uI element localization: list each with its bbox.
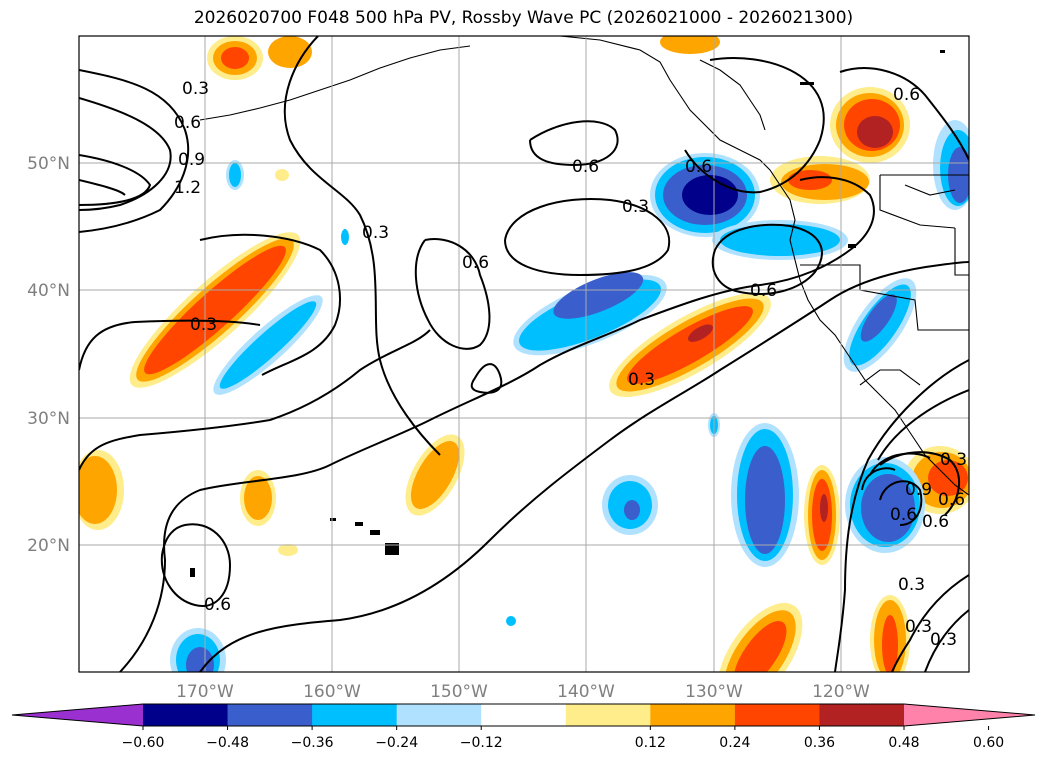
contour-label: 0.3	[182, 79, 209, 99]
contour-label: 0.3	[940, 450, 967, 470]
lon-label: 150°W	[430, 682, 488, 702]
contour-label: 0.6	[462, 253, 489, 273]
map-field: 0.3 0.6 0.9 1.2 0.6 0.3 0.6 0.3 0.6 0.3 …	[79, 36, 969, 672]
lon-label: 130°W	[685, 682, 743, 702]
colorbar-tick-label: −0.24	[375, 735, 418, 751]
negative-anomalies	[170, 120, 969, 672]
colorbar-tick-label: −0.36	[291, 735, 334, 751]
contour-label: 0.6	[572, 157, 599, 177]
contour-label: 0.3	[362, 223, 389, 243]
contour-labels: 0.3 0.6 0.9 1.2 0.6 0.3 0.6 0.3 0.6 0.3 …	[174, 79, 967, 650]
map-frame	[78, 35, 970, 673]
contour-label: 0.6	[204, 595, 231, 615]
graticule	[79, 36, 969, 672]
colorbar-tick-label: −0.60	[122, 735, 165, 751]
contour-label: 0.3	[905, 617, 932, 637]
colorbar-tick-label: −0.12	[460, 735, 503, 751]
colorbar-tick-label: 0.36	[804, 735, 835, 751]
colorbar-segment	[227, 704, 313, 726]
lon-label: 120°W	[812, 682, 870, 702]
colorbar-extend-low	[12, 704, 143, 726]
lon-label: 140°W	[557, 682, 615, 702]
lat-label: 50°N	[27, 154, 70, 174]
colorbar-tick-label: 0.60	[973, 735, 1004, 751]
contour-label: 0.6	[750, 281, 777, 301]
contour-label: 0.6	[890, 505, 917, 525]
lat-label: 30°N	[27, 409, 70, 429]
lon-labels: 170°W 160°W 150°W 140°W 130°W 120°W	[176, 682, 870, 702]
pv-contours	[79, 36, 969, 672]
contour-label: 0.6	[893, 85, 920, 105]
contour-label: 0.3	[628, 370, 655, 390]
colorbar-extend-high	[904, 704, 1035, 726]
contour-label: 0.3	[930, 630, 957, 650]
contour-label: 0.6	[922, 512, 949, 532]
colorbar-segment	[396, 704, 482, 726]
lat-labels: 50°N 40°N 30°N 20°N	[27, 154, 70, 556]
contour-label: 0.6	[685, 157, 712, 177]
colorbar-tick-label: 0.24	[719, 735, 750, 751]
colorbar: −0.60 −0.48 −0.36 −0.24 −0.12 0.12 0.24 0.36 0.4…	[11, 703, 1036, 751]
islands	[190, 50, 945, 577]
colorbar-tick-label: −0.48	[206, 735, 249, 751]
lat-label: 40°N	[27, 281, 70, 301]
colorbar-tick-label: 0.12	[635, 735, 666, 751]
contour-label: 0.9	[178, 150, 205, 170]
colorbar-segment	[819, 704, 905, 726]
colorbar-tick-label: 0.48	[888, 735, 919, 751]
contour-label: 0.3	[622, 197, 649, 217]
positive-anomalies	[79, 36, 969, 672]
lat-label: 20°N	[27, 536, 70, 556]
colorbar-segment	[650, 704, 736, 726]
colorbar-segment	[565, 704, 651, 726]
coastlines	[199, 36, 969, 496]
contour-label: 0.6	[174, 113, 201, 133]
colorbar-segment	[143, 704, 229, 726]
colorbar-segment	[312, 704, 398, 726]
chart-title: 2026020700 F048 500 hPa PV, Rossby Wave …	[193, 8, 854, 28]
contour-label: 0.6	[938, 490, 965, 510]
contour-label: 1.2	[174, 178, 201, 198]
contour-label: 0.3	[190, 315, 217, 335]
lon-label: 170°W	[176, 682, 234, 702]
colorbar-segment	[481, 704, 567, 726]
lon-label: 160°W	[303, 682, 361, 702]
contour-label: 0.3	[898, 575, 925, 595]
contour-label: 0.9	[905, 480, 932, 500]
colorbar-segment	[734, 704, 820, 726]
